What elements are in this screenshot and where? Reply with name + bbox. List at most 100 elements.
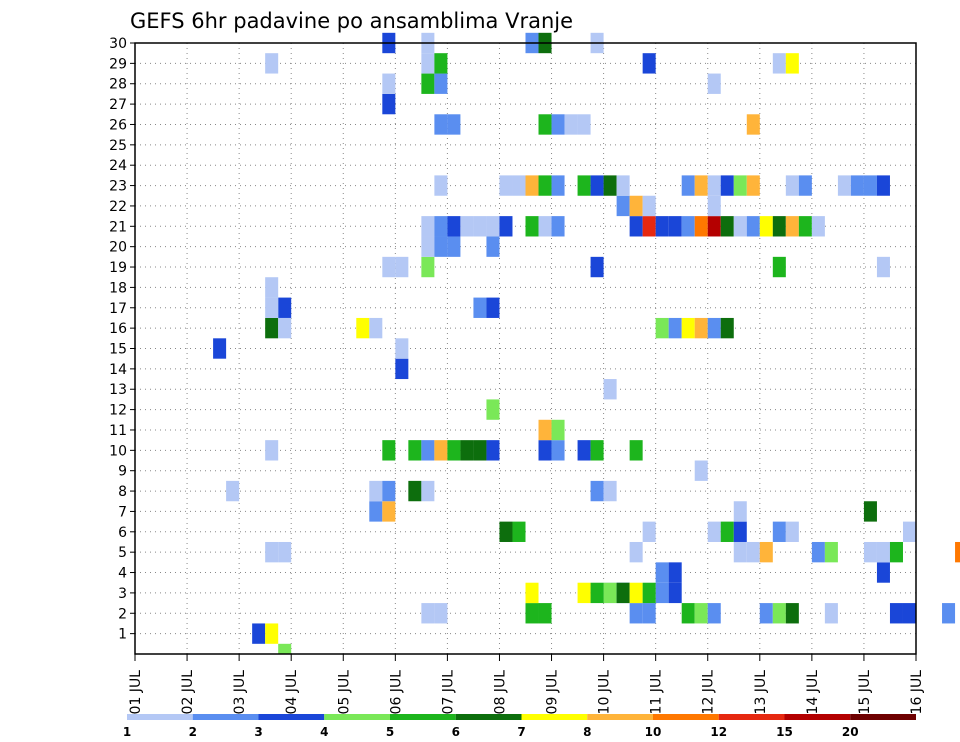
precip-cell <box>382 93 396 115</box>
precip-cell <box>616 175 630 196</box>
precip-cell <box>668 562 682 583</box>
y-tick-label: 21 <box>109 219 127 235</box>
precip-cell <box>395 256 409 278</box>
precip-cell <box>772 216 786 237</box>
precip-cell <box>694 603 708 624</box>
legend-swatch <box>390 714 456 720</box>
precip-cell <box>486 440 500 461</box>
precip-cell <box>616 195 630 217</box>
precip-cell <box>382 256 396 278</box>
precip-cell <box>629 195 643 217</box>
precip-cell <box>889 541 903 563</box>
legend-label: 7 <box>517 725 525 739</box>
precip-cell <box>447 236 461 257</box>
precip-cell <box>486 399 500 420</box>
precip-cell <box>538 216 552 237</box>
precip-cell <box>824 603 838 624</box>
y-tick-label: 29 <box>109 56 127 72</box>
precip-cell <box>668 582 682 604</box>
x-tick-label: 11 JUL <box>649 670 665 715</box>
precip-cell <box>681 603 695 624</box>
y-tick-label: 5 <box>118 545 127 561</box>
x-tick-label: 05 JUL <box>336 670 352 715</box>
precip-cell <box>278 541 292 563</box>
legend-swatch <box>718 714 785 720</box>
precip-cell <box>564 114 578 135</box>
precip-cell <box>499 216 513 237</box>
precip-cell <box>824 541 838 563</box>
x-tick-label: 16 JUL <box>909 670 925 715</box>
precip-cell <box>811 216 825 237</box>
precip-cell <box>486 216 500 237</box>
precip-cell <box>265 53 279 74</box>
legend-label: 2 <box>189 725 197 739</box>
precip-cell <box>486 297 500 318</box>
precip-cell <box>902 603 916 624</box>
y-tick-label: 17 <box>109 301 127 317</box>
precip-cell <box>265 541 279 563</box>
y-tick-label: 27 <box>109 97 127 113</box>
precip-cell <box>434 53 448 74</box>
precip-cell <box>772 603 786 624</box>
precip-cell <box>772 256 786 278</box>
precip-cell <box>876 541 890 563</box>
precip-cell <box>278 297 292 318</box>
precip-cell <box>642 521 656 542</box>
precip-cell <box>434 603 448 624</box>
precip-cell <box>434 114 448 135</box>
precip-cell <box>863 501 877 522</box>
precip-cell <box>525 582 539 604</box>
precip-cell <box>447 114 461 135</box>
precip-cell <box>577 114 591 135</box>
y-tick-label: 10 <box>109 443 127 459</box>
precip-cell <box>629 440 643 461</box>
y-tick-label: 19 <box>109 260 127 276</box>
precip-cell <box>642 53 656 74</box>
y-tick-label: 25 <box>109 138 127 154</box>
precip-cell <box>421 603 435 624</box>
precip-cell <box>460 440 474 461</box>
precip-cell <box>837 175 851 196</box>
precip-cell <box>525 603 539 624</box>
precip-cell <box>590 256 604 278</box>
precip-cell <box>213 338 227 359</box>
precip-cell <box>707 175 721 196</box>
precip-cell <box>629 541 643 563</box>
y-tick-label: 16 <box>109 321 127 337</box>
y-axis-tick-labels: 1234567891011121314151617181920212223242… <box>109 36 127 643</box>
y-tick-label: 1 <box>118 627 127 643</box>
legend-label: 1 <box>123 725 131 739</box>
x-tick-label: 12 JUL <box>701 670 717 715</box>
y-tick-label: 9 <box>118 464 127 480</box>
precip-cell <box>577 440 591 461</box>
precip-cell <box>525 216 539 237</box>
precip-cell <box>421 480 435 502</box>
y-tick-label: 22 <box>109 199 127 215</box>
precip-cell <box>421 256 435 278</box>
precip-cell <box>733 216 747 237</box>
precip-cell <box>421 53 435 74</box>
precip-cell <box>733 541 747 563</box>
legend-swatch <box>127 714 193 720</box>
precip-cell <box>434 236 448 257</box>
y-tick-label: 4 <box>118 566 127 582</box>
y-tick-label: 6 <box>118 525 127 541</box>
x-tick-label: 02 JUL <box>180 670 196 715</box>
precip-cell <box>590 440 604 461</box>
precip-cell <box>434 175 448 196</box>
y-tick-label: 3 <box>118 586 127 602</box>
precip-cell <box>265 623 279 644</box>
precip-cell <box>850 175 864 196</box>
color-legend: 1 2 3 4 5 6 7 8 10 12 15 20 <box>123 714 916 739</box>
precip-cell <box>681 216 695 237</box>
y-tick-label: 23 <box>109 179 127 195</box>
precip-cell <box>590 480 604 502</box>
precip-cell <box>369 480 383 502</box>
precip-cell <box>655 562 669 583</box>
precip-cell <box>460 216 474 237</box>
legend-label: 12 <box>710 725 727 739</box>
precip-cell <box>226 480 240 502</box>
y-tick-label: 26 <box>109 117 127 133</box>
y-tick-label: 24 <box>109 158 127 174</box>
